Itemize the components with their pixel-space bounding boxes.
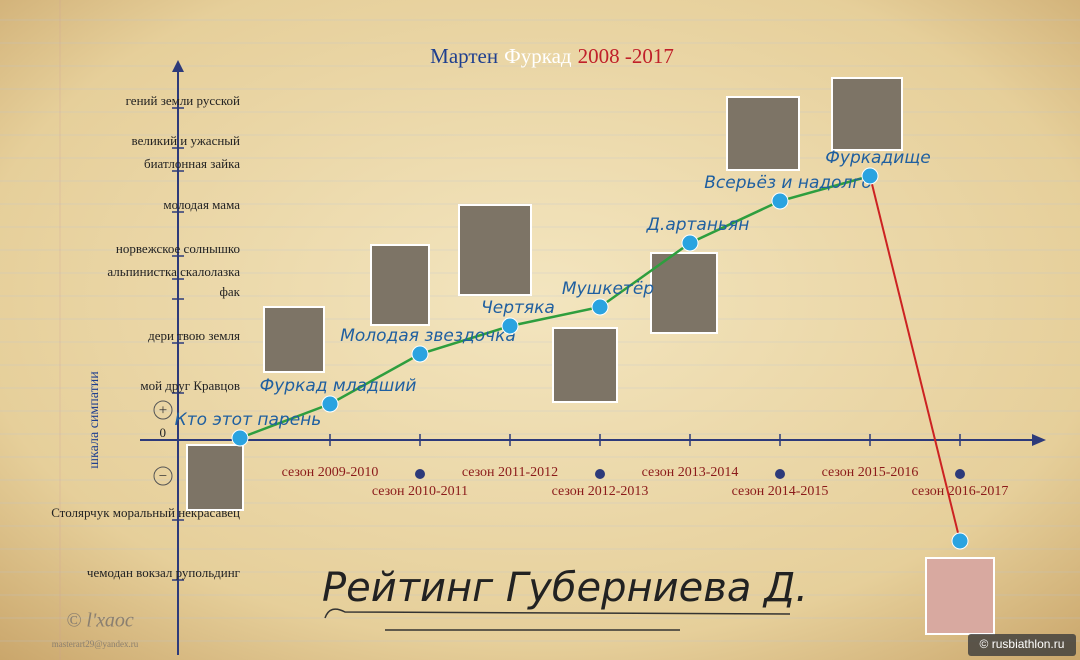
photo bbox=[370, 244, 430, 326]
x-tick-label: сезон 2009-2010 bbox=[282, 465, 379, 480]
x-tick-label: сезон 2016-2017 bbox=[912, 484, 1009, 499]
x-tick-label: сезон 2013-2014 bbox=[642, 465, 739, 480]
x-tick-dot bbox=[955, 469, 965, 479]
point-label: Фуркад младший bbox=[260, 376, 417, 396]
photo bbox=[552, 327, 618, 403]
marker bbox=[681, 234, 699, 252]
watermark-bg bbox=[968, 634, 1076, 656]
photo bbox=[186, 444, 244, 511]
marker bbox=[591, 298, 609, 316]
point-label: Мушкетёр bbox=[562, 279, 654, 299]
y-tick-label: гений земли русской bbox=[126, 93, 240, 108]
credit: masterart29@yandex.ru bbox=[52, 639, 139, 649]
marker bbox=[501, 317, 519, 335]
x-tick-label: сезон 2012-2013 bbox=[552, 484, 649, 499]
y-tick-label: биатлонная зайка bbox=[144, 156, 240, 171]
decline-line bbox=[869, 175, 961, 542]
x-axis-arrow bbox=[1032, 434, 1046, 446]
point-label: Молодая звездочка bbox=[340, 326, 516, 346]
photo bbox=[831, 77, 903, 151]
y-tick-label: молодая мама bbox=[163, 197, 240, 212]
y-tick-label: 0 bbox=[160, 425, 167, 440]
flourish bbox=[324, 608, 791, 619]
line bbox=[239, 174, 871, 440]
photo bbox=[263, 306, 325, 373]
x-tick-label: сезон 2011-2012 bbox=[462, 465, 558, 480]
photo bbox=[650, 252, 718, 334]
title-part: Мартен bbox=[430, 44, 498, 68]
x-tick-label: сезон 2010-2011 bbox=[372, 484, 468, 499]
x-tick-label: сезон 2015-2016 bbox=[822, 465, 919, 480]
point-label: Д.артаньян bbox=[646, 215, 750, 235]
point-label: Всерьёз и надолго bbox=[704, 173, 872, 193]
minus-circle bbox=[153, 466, 173, 486]
y-tick-label: фак bbox=[219, 284, 240, 299]
x-tick-dot bbox=[415, 469, 425, 479]
footer-title: Рейтинг Губерниева Д. bbox=[322, 565, 808, 611]
y-axis-label: шкала симпатии bbox=[87, 371, 102, 469]
photo bbox=[925, 557, 995, 635]
title-part: Фуркад bbox=[504, 44, 572, 68]
y-tick-label: великий и ужасный bbox=[132, 133, 241, 148]
credit: © l'хаос bbox=[66, 610, 134, 632]
y-tick-label: чемодан вокзал рупольдинг bbox=[87, 565, 240, 580]
watermark: © rusbiathlon.ru bbox=[980, 637, 1065, 651]
point-label: Кто этот парень bbox=[175, 410, 322, 430]
y-tick-label: норвежское солнышко bbox=[116, 241, 240, 256]
marker bbox=[231, 429, 249, 447]
x-tick-label: сезон 2014-2015 bbox=[732, 484, 829, 499]
y-tick-label: дери твою земля bbox=[148, 328, 240, 343]
plus-sign: + bbox=[159, 402, 167, 418]
marker bbox=[951, 532, 969, 550]
photo bbox=[726, 96, 800, 171]
y-tick-label: альпинистка скалолазка bbox=[107, 264, 240, 279]
plus-circle bbox=[153, 400, 173, 420]
photos bbox=[186, 77, 995, 635]
chart-title: Мартен Фуркад 2008 -2017 bbox=[430, 44, 674, 68]
photo bbox=[458, 204, 532, 296]
marker bbox=[411, 345, 429, 363]
marker bbox=[321, 395, 339, 413]
minus-sign: − bbox=[159, 468, 167, 484]
y-tick-label: Столярчук моральный некрасавец bbox=[51, 505, 240, 520]
title-part: 2008 -2017 bbox=[578, 44, 674, 68]
y-tick-label: мой друг Кравцов bbox=[140, 378, 240, 393]
marker bbox=[771, 192, 789, 210]
x-tick-dot bbox=[595, 469, 605, 479]
point-label: Фуркадище bbox=[825, 148, 930, 168]
y-axis-arrow bbox=[172, 60, 184, 72]
marker bbox=[861, 167, 879, 185]
point-label: Чертяка bbox=[481, 298, 555, 318]
x-tick-dot bbox=[775, 469, 785, 479]
